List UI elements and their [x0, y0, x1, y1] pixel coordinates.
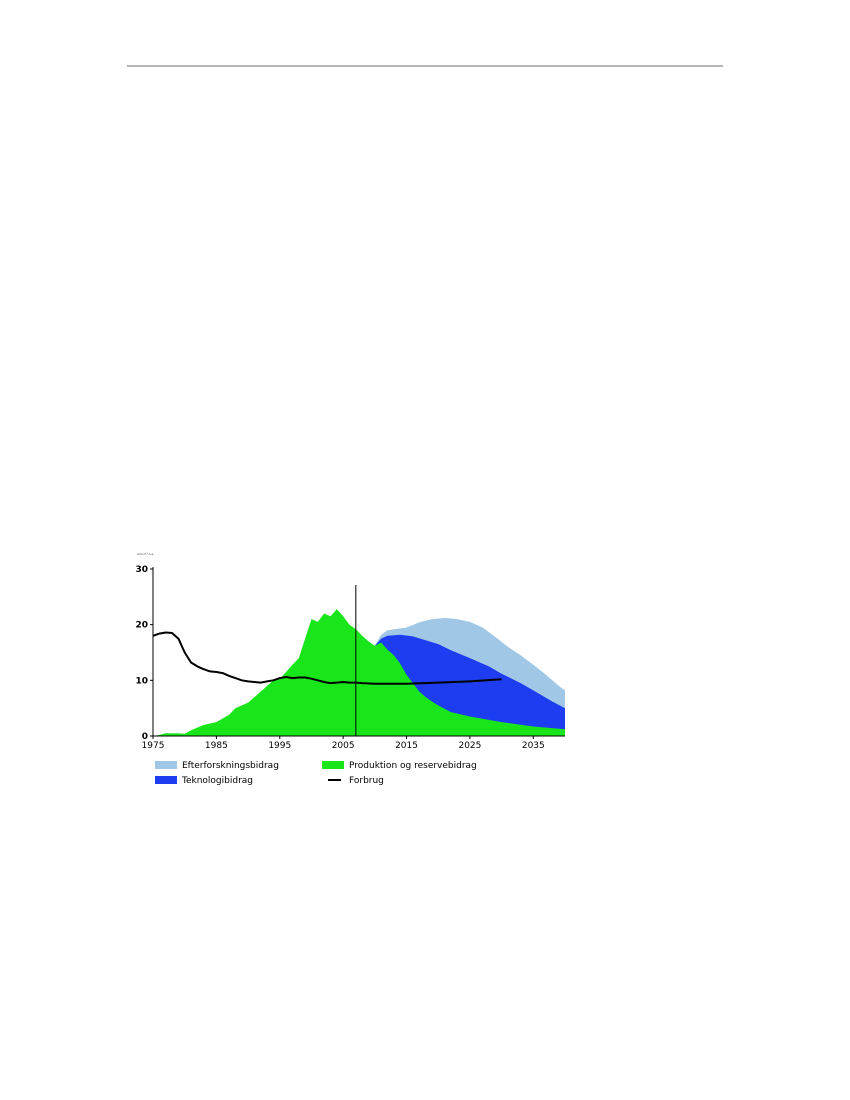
axes: 0 10 20 30 1975 1985 1995 2005 2015 2025 2035 mio m… [135, 552, 565, 751]
legend-item-produktion: Produktion og reservebidrag [322, 761, 477, 771]
legend-swatch-produktion [322, 761, 344, 769]
y-tick-label: 10 [135, 676, 148, 686]
legend-item-forbrug: Forbrug [328, 776, 384, 786]
x-tick-label: 2005 [332, 741, 355, 751]
y-tick-label: 30 [135, 565, 148, 575]
plot-area [152, 585, 565, 736]
x-tick-label: 1985 [205, 741, 228, 751]
legend-label-teknologi: Teknologibidrag [181, 776, 253, 786]
y-unit-label: mio m³ o.e. [137, 552, 154, 556]
y-tick-label: 0 [142, 732, 148, 742]
header-rule [127, 65, 723, 67]
legend-item-teknologi: Teknologibidrag [155, 776, 253, 786]
x-tick-label: 2035 [522, 741, 545, 751]
legend-swatch-efterforskning [155, 761, 177, 769]
legend: Efterforskningsbidrag Produktion og reser… [155, 761, 477, 786]
x-tick-label: 1995 [268, 741, 291, 751]
legend-swatch-teknologi [155, 776, 177, 784]
y-tick-label: 20 [135, 621, 148, 631]
x-tick-label: 1975 [142, 741, 165, 751]
legend-label-efterforskning: Efterforskningsbidrag [182, 761, 279, 771]
legend-item-efterforskning: Efterforskningsbidrag [155, 761, 279, 771]
x-tick-label: 2015 [395, 741, 418, 751]
series-area-produktion [153, 609, 565, 736]
legend-label-forbrug: Forbrug [349, 776, 384, 786]
series-line-forbrug [152, 631, 502, 685]
legend-label-produktion: Produktion og reservebidrag [349, 761, 477, 771]
x-tick-label: 2025 [458, 741, 481, 751]
